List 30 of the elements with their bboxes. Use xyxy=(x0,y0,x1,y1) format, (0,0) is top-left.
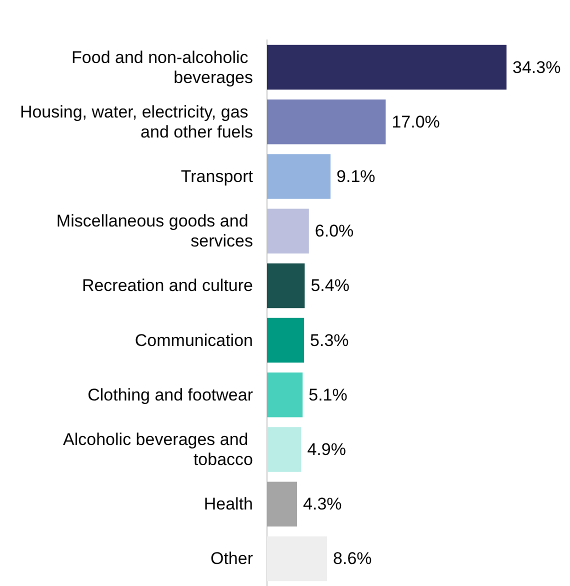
y-tick-label: Clothing and footwear xyxy=(88,385,254,404)
y-tick-label: Other xyxy=(210,549,254,568)
bar xyxy=(267,482,298,526)
y-tick-label: Miscellaneous goods and services xyxy=(56,212,253,251)
data-label: 17.0% xyxy=(392,112,440,132)
data-label: 8.6% xyxy=(333,549,372,568)
y-tick-label: Alcoholic beverages and tobacco xyxy=(63,430,253,469)
bar xyxy=(267,44,507,90)
data-label: 34.3% xyxy=(512,58,561,77)
data-label: 5.1% xyxy=(308,385,348,404)
data-label: 6.0% xyxy=(314,222,354,241)
bar xyxy=(267,154,331,199)
bar xyxy=(267,208,309,254)
y-tick-label: Health xyxy=(204,494,253,514)
y-tick-label: Transport xyxy=(180,167,254,186)
y-tick-label: Recreation and culture xyxy=(82,276,253,296)
bar xyxy=(267,372,303,418)
y-tick-label: Food and non-alcoholic beverages xyxy=(72,48,253,87)
data-label: 4.3% xyxy=(303,494,342,514)
data-label: 9.1% xyxy=(336,167,376,186)
y-tick-label: Housing, water, electricity, gas and other fuels xyxy=(20,102,253,142)
bar xyxy=(267,263,305,308)
data-label: 4.9% xyxy=(307,440,346,459)
bar xyxy=(267,536,328,582)
bar xyxy=(267,318,304,363)
bar xyxy=(267,427,302,472)
data-label: 5.4% xyxy=(310,276,350,296)
y-tick-label: Communication xyxy=(134,330,253,350)
data-label: 5.3% xyxy=(310,330,349,350)
bar xyxy=(267,100,386,144)
